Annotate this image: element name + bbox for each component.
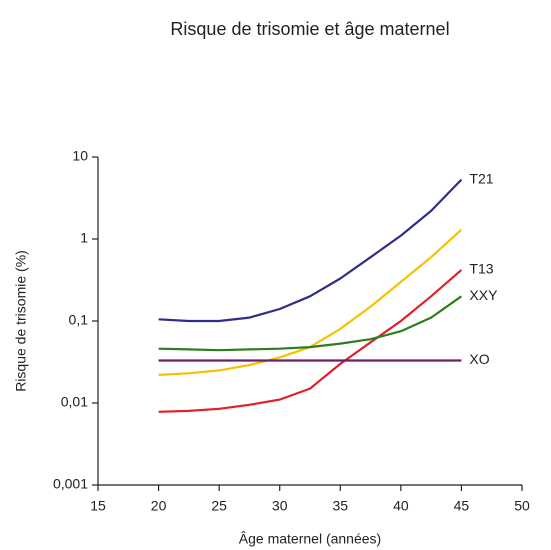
chart-title: Risque de trisomie et âge maternel [170,19,449,39]
x-tick-label: 25 [211,498,227,514]
x-axis-label: Âge maternel (années) [239,531,381,547]
y-tick-label: 0,001 [53,476,88,492]
x-tick-label: 30 [272,498,288,514]
x-tick-label: 50 [514,498,530,514]
x-tick-label: 35 [332,498,348,514]
series-line [158,269,463,413]
y-tick-label: 0,1 [69,312,89,328]
x-tick-label: 15 [90,498,106,514]
series-label: T21 [469,170,493,186]
x-tick-label: 40 [393,498,409,514]
y-tick-label: 1 [80,230,88,246]
series-line [158,295,463,352]
series-line [158,228,463,376]
y-tick-label: 0,01 [61,394,88,410]
x-tick-label: 20 [151,498,167,514]
series-label: XO [469,351,489,367]
y-tick-label: 10 [72,148,88,164]
x-tick-label: 45 [454,498,470,514]
series-line [158,178,463,323]
y-axis-label: Risque de trisomie (%) [13,250,29,392]
series-label: T13 [469,261,493,277]
series-label: XXY [469,287,498,303]
